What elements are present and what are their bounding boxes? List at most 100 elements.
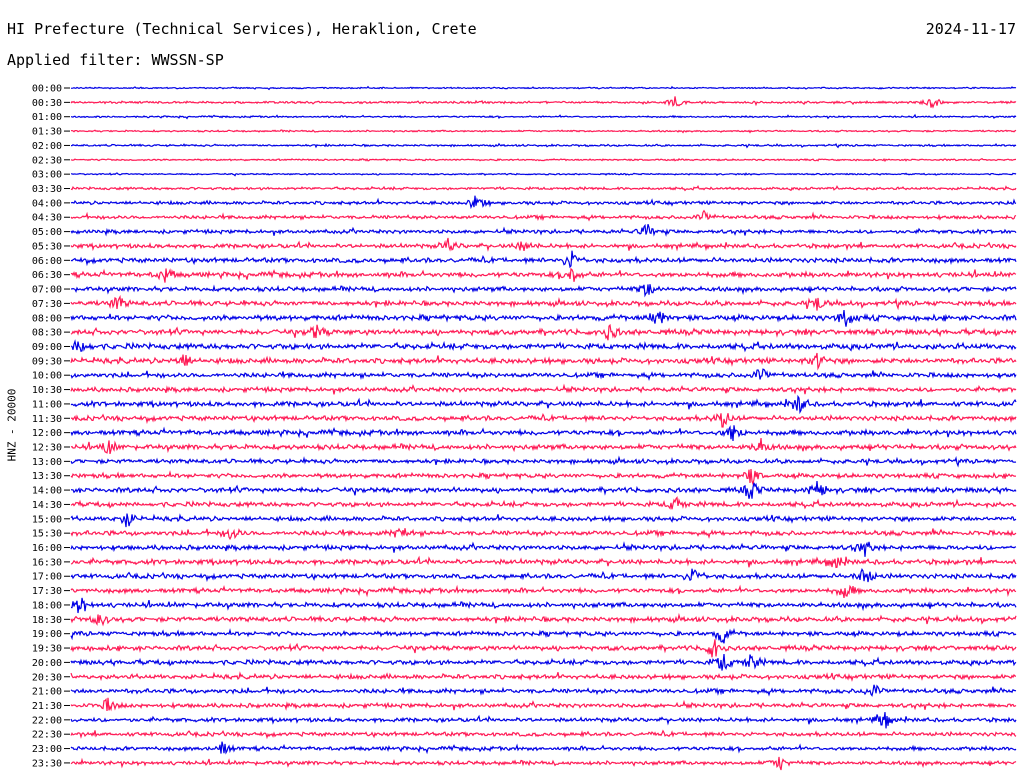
seismogram-trace <box>70 413 1017 428</box>
time-tick-label: 05:30 <box>32 241 62 252</box>
seismogram-trace <box>70 469 1017 487</box>
time-tick-label: 14:30 <box>32 500 62 511</box>
seismogram-trace <box>70 496 1017 510</box>
time-tick-label: 17:30 <box>32 586 62 597</box>
seismogram-trace <box>70 627 1017 644</box>
seismogram-trace <box>70 250 1017 269</box>
time-tick-label: 06:00 <box>32 256 62 267</box>
time-tick-label: 10:00 <box>32 371 62 382</box>
time-tick-label: 08:00 <box>32 313 62 324</box>
time-tick-label: 21:30 <box>32 701 62 712</box>
time-tick-label: 08:30 <box>32 328 62 339</box>
time-tick-label: 22:30 <box>32 730 62 741</box>
seismogram-trace <box>70 697 1017 712</box>
seismogram-trace <box>70 555 1017 569</box>
seismogram-trace <box>70 129 1017 134</box>
time-tick-label: 09:00 <box>32 342 62 353</box>
seismogram-trace <box>70 513 1017 528</box>
seismogram-trace <box>70 267 1017 283</box>
time-tick-label: 21:00 <box>32 687 62 698</box>
seismogram-trace <box>70 712 1017 729</box>
seismogram-trace <box>70 185 1017 192</box>
seismogram-trace <box>70 455 1017 468</box>
time-tick-label: 11:00 <box>32 399 62 410</box>
seismogram-trace <box>70 195 1017 210</box>
time-tick-label: 03:00 <box>32 170 62 181</box>
seismogram-trace <box>70 284 1017 298</box>
date-label: 2024-11-17 <box>925 20 1016 38</box>
time-tick-label: 19:30 <box>32 644 62 655</box>
time-tick-label: 16:30 <box>32 557 62 568</box>
seismogram-trace <box>70 584 1017 599</box>
seismogram-trace <box>70 425 1017 442</box>
time-tick-label: 07:30 <box>32 299 62 310</box>
time-tick-label: 01:30 <box>32 127 62 138</box>
time-tick-label: 05:00 <box>32 227 62 238</box>
time-tick-label: 17:00 <box>32 572 62 583</box>
seismogram-trace <box>70 639 1017 658</box>
seismogram-trace <box>71 142 1017 149</box>
seismogram-trace <box>70 323 1017 341</box>
seismogram-trace <box>70 96 1017 109</box>
time-tick-label: 04:30 <box>32 213 62 224</box>
time-tick-label: 20:30 <box>32 672 62 683</box>
time-tick-label: 22:00 <box>32 715 62 726</box>
seismogram-trace <box>70 294 1017 311</box>
time-tick-label: 15:00 <box>32 514 62 525</box>
station-title: HI Prefecture (Technical Services), Hera… <box>7 20 477 38</box>
time-tick-label: 12:00 <box>32 428 62 439</box>
time-tick-label: 09:30 <box>32 356 62 367</box>
time-tick-label: 12:30 <box>32 443 62 454</box>
time-tick-label: 02:00 <box>32 141 62 152</box>
seismogram-trace <box>70 684 1017 697</box>
seismogram-trace <box>70 157 1017 163</box>
filter-label: Applied filter: WWSSN-SP <box>7 51 224 69</box>
seismogram-trace <box>71 172 1017 177</box>
seismogram-trace <box>70 756 1017 771</box>
time-tick-label: 20:00 <box>32 658 62 669</box>
time-tick-label: 14:00 <box>32 486 62 497</box>
time-tick-label: 03:30 <box>32 184 62 195</box>
time-tick-label: 13:30 <box>32 471 62 482</box>
time-tick-label: 23:30 <box>32 758 62 769</box>
seismogram-trace <box>70 85 1017 91</box>
time-tick-label: 07:00 <box>32 285 62 296</box>
seismogram-trace <box>70 437 1017 455</box>
time-tick-label: 01:00 <box>32 112 62 123</box>
seismogram-trace <box>70 339 1017 353</box>
seismogram-trace <box>70 209 1017 222</box>
seismogram-trace <box>70 741 1017 755</box>
seismogram-trace <box>70 729 1017 740</box>
seismogram-trace <box>70 597 1017 614</box>
time-tick-label: 15:30 <box>32 529 62 540</box>
time-tick-label: 11:30 <box>32 414 62 425</box>
seismogram-trace <box>70 352 1017 371</box>
time-tick-label: 00:30 <box>32 98 62 109</box>
seismogram-trace <box>70 310 1017 327</box>
seismogram-trace <box>70 481 1017 499</box>
seismogram-trace <box>70 113 1017 120</box>
time-tick-label: 00:00 <box>32 84 62 95</box>
seismogram-trace <box>70 223 1017 237</box>
seismogram-trace <box>70 568 1017 583</box>
seismogram-trace <box>70 654 1017 671</box>
seismogram-trace <box>70 368 1017 382</box>
time-tick-label: 18:00 <box>32 600 62 611</box>
seismogram-trace <box>70 237 1017 252</box>
time-tick-label: 06:30 <box>32 270 62 281</box>
time-tick-label: 18:30 <box>32 615 62 626</box>
time-tick-label: 13:00 <box>32 457 62 468</box>
seismogram-trace <box>70 671 1016 682</box>
seismogram-trace <box>70 383 1017 395</box>
seismogram-traces <box>70 85 1017 771</box>
seismogram-trace <box>70 394 1017 415</box>
time-tick-label: 16:00 <box>32 543 62 554</box>
time-tick-labels: 00:00 00:30 01:00 01:30 02:00 02:30 03:00 03:30… <box>32 84 70 769</box>
time-tick-label: 23:00 <box>32 744 62 755</box>
time-tick-label: 10:30 <box>32 385 62 396</box>
time-tick-label: 04:00 <box>32 198 62 209</box>
seismogram-trace <box>70 612 1017 627</box>
seismogram-trace <box>70 527 1017 541</box>
time-tick-label: 02:30 <box>32 155 62 166</box>
